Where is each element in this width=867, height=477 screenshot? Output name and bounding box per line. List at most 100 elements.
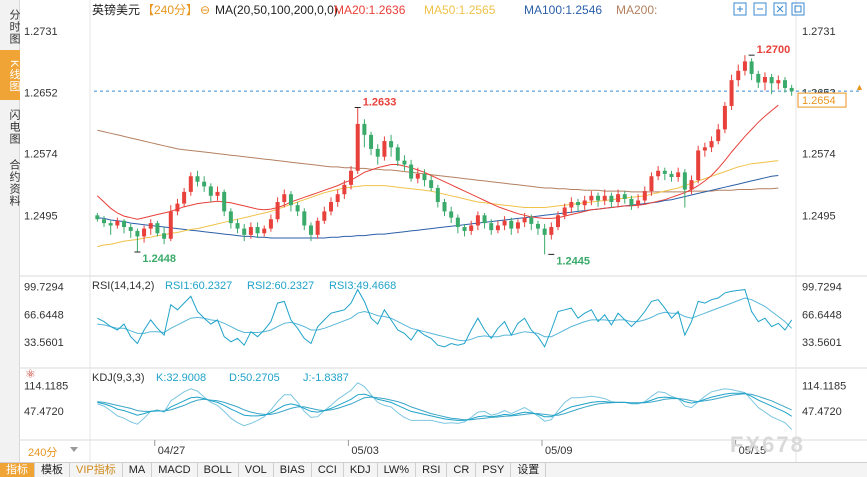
- toolbar-tab-8[interactable]: CCI: [312, 463, 344, 477]
- rsi-tick-left: 66.6448: [24, 309, 64, 321]
- toolbar-tab-12[interactable]: CR: [447, 463, 477, 477]
- kdj-tick-left: 114.1185: [24, 381, 68, 393]
- rsi-tick-left: 99.7294: [24, 281, 64, 293]
- candle-body: [462, 227, 467, 231]
- candle-body: [349, 170, 354, 185]
- side-tab-lightning[interactable]: 闪电图: [8, 108, 20, 145]
- candle-body: [435, 187, 440, 203]
- candle-body: [669, 173, 674, 178]
- candle-body: [168, 211, 173, 239]
- candle-body: [222, 191, 227, 212]
- kdj-k-value: K:32.9008: [156, 372, 206, 384]
- candle-body: [789, 87, 794, 92]
- candle-body: [188, 176, 193, 192]
- candle-body: [202, 181, 207, 187]
- candle-body: [115, 220, 120, 226]
- toolbar-tab-13[interactable]: PSY: [476, 463, 512, 477]
- candle-body: [602, 195, 607, 201]
- candle-body: [122, 220, 127, 228]
- candle-body: [355, 123, 360, 171]
- period-select[interactable]: 240分: [28, 447, 58, 459]
- toolbar-tab-3[interactable]: MA: [123, 463, 153, 477]
- current-price-tag: [797, 92, 847, 108]
- annotation-layer: 1.2448 1.2633 1.2445 1.2700: [134, 44, 790, 267]
- candle-body: [135, 230, 140, 237]
- candle-body: [262, 228, 267, 234]
- toolbar-tab-14[interactable]: 设置: [511, 463, 547, 477]
- toolbar-tab-10[interactable]: LW%: [378, 463, 417, 477]
- chart-area[interactable]: 1.2448 1.2633 1.2445 1.2700 1.2731 1.2731 1.2…: [20, 0, 867, 462]
- chevron-down-icon[interactable]: [70, 447, 78, 452]
- axis-layer: 1.27311.27311.26521.26521.25741.25741.24…: [24, 26, 864, 457]
- candle-body: [656, 170, 661, 177]
- toolbar-tab-4[interactable]: MACD: [152, 463, 198, 477]
- ma100-value: MA100:1.2546: [524, 3, 602, 17]
- candle-body: [362, 123, 367, 135]
- candle-body: [709, 141, 714, 148]
- y-tick-right: 1.2574: [802, 149, 836, 161]
- candle-body: [302, 211, 307, 226]
- toolbar-tab-2[interactable]: VIP指标: [70, 463, 123, 477]
- toolbar-tab-5[interactable]: BOLL: [198, 463, 239, 477]
- candle-body: [422, 173, 427, 181]
- candles-layer: [95, 55, 794, 255]
- candle-body: [142, 228, 147, 237]
- candle-body: [409, 164, 414, 179]
- toolbar-tab-0[interactable]: 指标: [0, 463, 35, 477]
- candle-body: [549, 227, 554, 235]
- candle-body: [616, 194, 621, 203]
- maximize-icon[interactable]: [791, 2, 805, 16]
- candle-body: [308, 225, 313, 235]
- toolbar-tab-1[interactable]: 模板: [35, 463, 70, 477]
- toolbar-tab-7[interactable]: BIAS: [274, 463, 312, 477]
- candle-body: [782, 80, 787, 88]
- side-tab-timeshare[interactable]: 分时图: [8, 8, 20, 45]
- candle-body: [469, 225, 474, 231]
- x-tick-label: 05/15: [739, 445, 767, 457]
- zoom-out-icon[interactable]: [753, 2, 767, 16]
- candle-body: [609, 195, 614, 203]
- candle-body: [522, 217, 527, 223]
- candle-body: [509, 220, 514, 229]
- toolbar-tab-11[interactable]: RSI: [416, 463, 448, 477]
- side-tab-kline[interactable]: K线图: [0, 50, 20, 100]
- y-tick-right: 1.2731: [802, 26, 836, 38]
- restore-icon[interactable]: [773, 2, 787, 16]
- candle-body: [295, 205, 300, 212]
- candle-body: [155, 223, 160, 234]
- zoom-in-icon[interactable]: [733, 2, 747, 16]
- candle-body: [95, 215, 100, 220]
- toolbar-tab-6[interactable]: VOL: [239, 463, 274, 477]
- settings-icon[interactable]: ⊖: [200, 3, 210, 17]
- kdj-tick-left: 47.4720: [24, 406, 64, 418]
- candle-body: [542, 228, 547, 235]
- candle-body: [389, 141, 394, 148]
- watermark: FX678: [730, 432, 805, 457]
- rsi-tick-right: 33.5601: [802, 337, 842, 349]
- candle-body: [382, 141, 387, 157]
- candle-body: [622, 194, 627, 199]
- ma200-line: [97, 129, 779, 193]
- candle-body: [395, 147, 400, 161]
- y-tick-right: 1.2495: [802, 210, 836, 222]
- candle-body: [442, 202, 447, 212]
- current-price-value: 1.2654: [802, 95, 836, 107]
- ma-spec: MA(20,50,100,200,0,0): [215, 3, 338, 17]
- candle-body: [702, 147, 707, 151]
- candle-body: [742, 61, 747, 71]
- candle-body: [235, 223, 240, 229]
- candle-body: [749, 61, 754, 74]
- side-tab-contract-info[interactable]: 合约资料: [8, 158, 20, 207]
- candle-body: [776, 80, 781, 84]
- low-price-label: 1.2445: [556, 255, 590, 267]
- indicator-layer: [97, 288, 793, 430]
- candle-body: [342, 184, 347, 195]
- candle-body: [255, 227, 260, 234]
- rsi-tick-left: 33.5601: [24, 337, 64, 349]
- toolbar-tab-9[interactable]: KDJ: [344, 463, 378, 477]
- rsi1-line: [97, 288, 793, 348]
- candle-body: [482, 215, 487, 224]
- candle-body: [582, 200, 587, 206]
- kdj-tool-icon[interactable]: ⚛: [25, 367, 36, 381]
- rsi-tick-right: 66.6448: [802, 309, 842, 321]
